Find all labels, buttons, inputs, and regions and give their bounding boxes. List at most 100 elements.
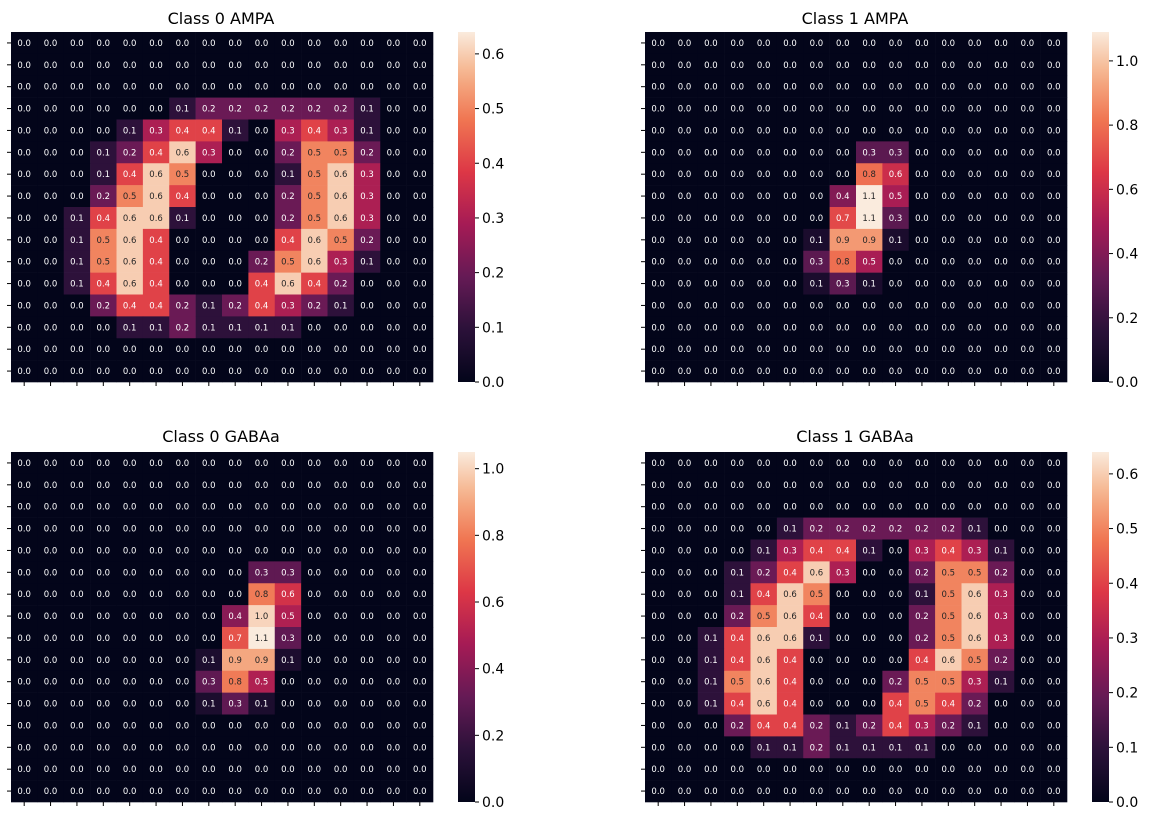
heatmap-cell	[697, 228, 725, 252]
colorbar: 0.00.20.40.60.81.0	[1092, 32, 1138, 391]
heatmap-cell-label: 0.0	[413, 590, 427, 600]
heatmap-cell-label: 0.0	[123, 700, 137, 710]
heatmap-cell	[301, 75, 328, 98]
heatmap-cell-label: 0.1	[202, 323, 216, 333]
heatmap-cell	[697, 670, 725, 693]
heatmap-cell	[908, 294, 936, 317]
heatmap-cell-label: 0.0	[731, 126, 745, 136]
heatmap-cell-label: 0.2	[915, 568, 929, 578]
heatmap-cell-label: 0.0	[44, 323, 58, 333]
heatmap-cell-label: 0.0	[810, 481, 824, 491]
heatmap-cell	[697, 119, 725, 142]
heatmap-cell	[142, 272, 170, 295]
heatmap-cell	[142, 32, 170, 55]
heatmap-svg-class0-ampa: Class 0 AMPA 0.0 0.0 0.0 0.0 0.0 0.0 0.0 0.0 0.0…	[7, 9, 504, 391]
heatmap-cell-label: 0.0	[228, 170, 242, 180]
heatmap-cell-label: 0.0	[889, 459, 903, 469]
heatmap-cell	[908, 648, 936, 672]
heatmap-cell-label: 0.0	[704, 787, 718, 797]
heatmap-cell-label: 0.2	[942, 721, 956, 731]
heatmap-cell	[195, 648, 223, 672]
heatmap-cell	[908, 338, 936, 361]
heatmap-cell	[882, 648, 910, 672]
heatmap-cell	[697, 338, 725, 361]
colorbar-tick-label: 0.3	[482, 211, 504, 227]
heatmap-cell	[671, 207, 699, 230]
heatmap-cell-label: 0.0	[651, 568, 665, 578]
heatmap-cell	[222, 75, 249, 98]
heatmap-cell-label: 0.0	[360, 481, 374, 491]
heatmap-cell-label: 0.0	[783, 280, 797, 290]
heatmap-cell-label: 0.0	[757, 192, 771, 202]
heatmap-cell	[856, 53, 883, 77]
heatmap-cell	[1014, 97, 1041, 120]
heatmap-cell	[222, 97, 249, 120]
heatmap-cell-label: 0.4	[810, 546, 824, 556]
heatmap-cell-label: 0.0	[1021, 765, 1035, 775]
heatmap-cell	[856, 185, 883, 208]
heatmap-cell	[776, 32, 804, 55]
heatmap-cell	[327, 736, 355, 759]
heatmap-cell-label: 0.0	[413, 721, 427, 731]
heatmap-cell-label: 0.0	[678, 568, 692, 578]
heatmap-cell-label: 0.0	[1047, 170, 1061, 180]
heatmap-cell-label: 0.0	[651, 503, 665, 513]
heatmap-cell	[803, 714, 830, 737]
heatmap-cell-label: 0.0	[1021, 721, 1035, 731]
heatmap-cell	[353, 228, 381, 252]
heatmap-cell	[37, 495, 65, 518]
heatmap-cell	[882, 473, 910, 497]
heatmap-cell	[406, 141, 434, 164]
heatmap-cell-label: 0.0	[942, 61, 956, 71]
heatmap-cell-label: 0.1	[757, 546, 771, 556]
heatmap-cell-label: 0.0	[44, 743, 58, 753]
heatmap-cell	[882, 141, 910, 164]
heatmap-cell	[169, 250, 196, 273]
heatmap-cell	[116, 648, 144, 672]
heatmap-cell	[987, 670, 1015, 693]
heatmap-cell	[908, 692, 936, 715]
heatmap-cell-label: 0.0	[836, 61, 850, 71]
heatmap-cell	[142, 758, 170, 781]
heatmap-cell-label: 0.3	[968, 546, 982, 556]
heatmap-cell-label: 0.0	[149, 743, 163, 753]
heatmap-cell-label: 0.0	[308, 612, 322, 622]
heatmap-cell-label: 0.2	[731, 612, 745, 622]
heatmap-cell	[195, 692, 223, 715]
heatmap-cell-label: 0.0	[228, 787, 242, 797]
heatmap-cell	[248, 75, 276, 98]
heatmap-cell	[380, 119, 407, 142]
heatmap-cell	[961, 185, 989, 208]
heatmap-cell-label: 0.0	[308, 721, 322, 731]
heatmap-cell-label: 0.0	[228, 39, 242, 49]
heatmap-cell	[645, 141, 672, 164]
heatmap-cell	[697, 207, 725, 230]
heatmap-cell	[406, 758, 434, 781]
heatmap-cell-label: 0.0	[44, 525, 58, 535]
heatmap-cell	[961, 758, 989, 781]
heatmap-cell-label: 0.0	[862, 345, 876, 355]
heatmap-cell	[908, 360, 936, 383]
heatmap-cell-label: 0.8	[255, 590, 269, 600]
heatmap-cell	[116, 473, 144, 497]
heatmap-cell	[882, 561, 910, 584]
heatmap-cell-label: 0.0	[70, 481, 84, 491]
heatmap-cell	[856, 316, 883, 339]
heatmap-cell	[248, 539, 276, 562]
heatmap-cell	[645, 670, 672, 693]
heatmap-cell-label: 0.0	[387, 214, 401, 224]
heatmap-cell-label: 0.0	[255, 214, 269, 224]
heatmap-cell-label: 0.0	[176, 258, 190, 268]
heatmap-cell	[37, 517, 65, 540]
heatmap-cell-label: 0.0	[1047, 721, 1061, 731]
heatmap-cell	[116, 561, 144, 584]
heatmap-cell	[803, 692, 830, 715]
heatmap-cell	[274, 648, 302, 672]
heatmap-cell	[327, 627, 355, 650]
heatmap-cell	[301, 163, 328, 186]
heatmap-cell-label: 0.0	[678, 105, 692, 115]
heatmap-cell	[935, 228, 962, 252]
heatmap-cell-label: 0.0	[678, 236, 692, 246]
heatmap-cell	[63, 228, 91, 252]
heatmap-cell-label: 0.4	[731, 634, 745, 644]
